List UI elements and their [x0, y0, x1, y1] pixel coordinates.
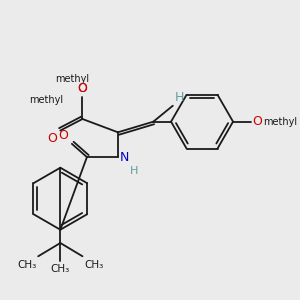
Text: O: O: [253, 115, 262, 128]
Text: O: O: [77, 82, 87, 95]
Text: CH₃: CH₃: [17, 260, 36, 270]
Text: methyl: methyl: [55, 74, 89, 85]
Text: methyl: methyl: [29, 95, 63, 105]
Text: O: O: [77, 82, 87, 95]
Text: CH₃: CH₃: [84, 260, 104, 270]
Text: O: O: [47, 132, 57, 145]
Text: H: H: [175, 91, 184, 104]
Text: CH₃: CH₃: [51, 264, 70, 274]
Text: O: O: [58, 129, 68, 142]
Text: methyl: methyl: [263, 117, 297, 127]
Text: N: N: [120, 151, 129, 164]
Text: H: H: [130, 166, 139, 176]
